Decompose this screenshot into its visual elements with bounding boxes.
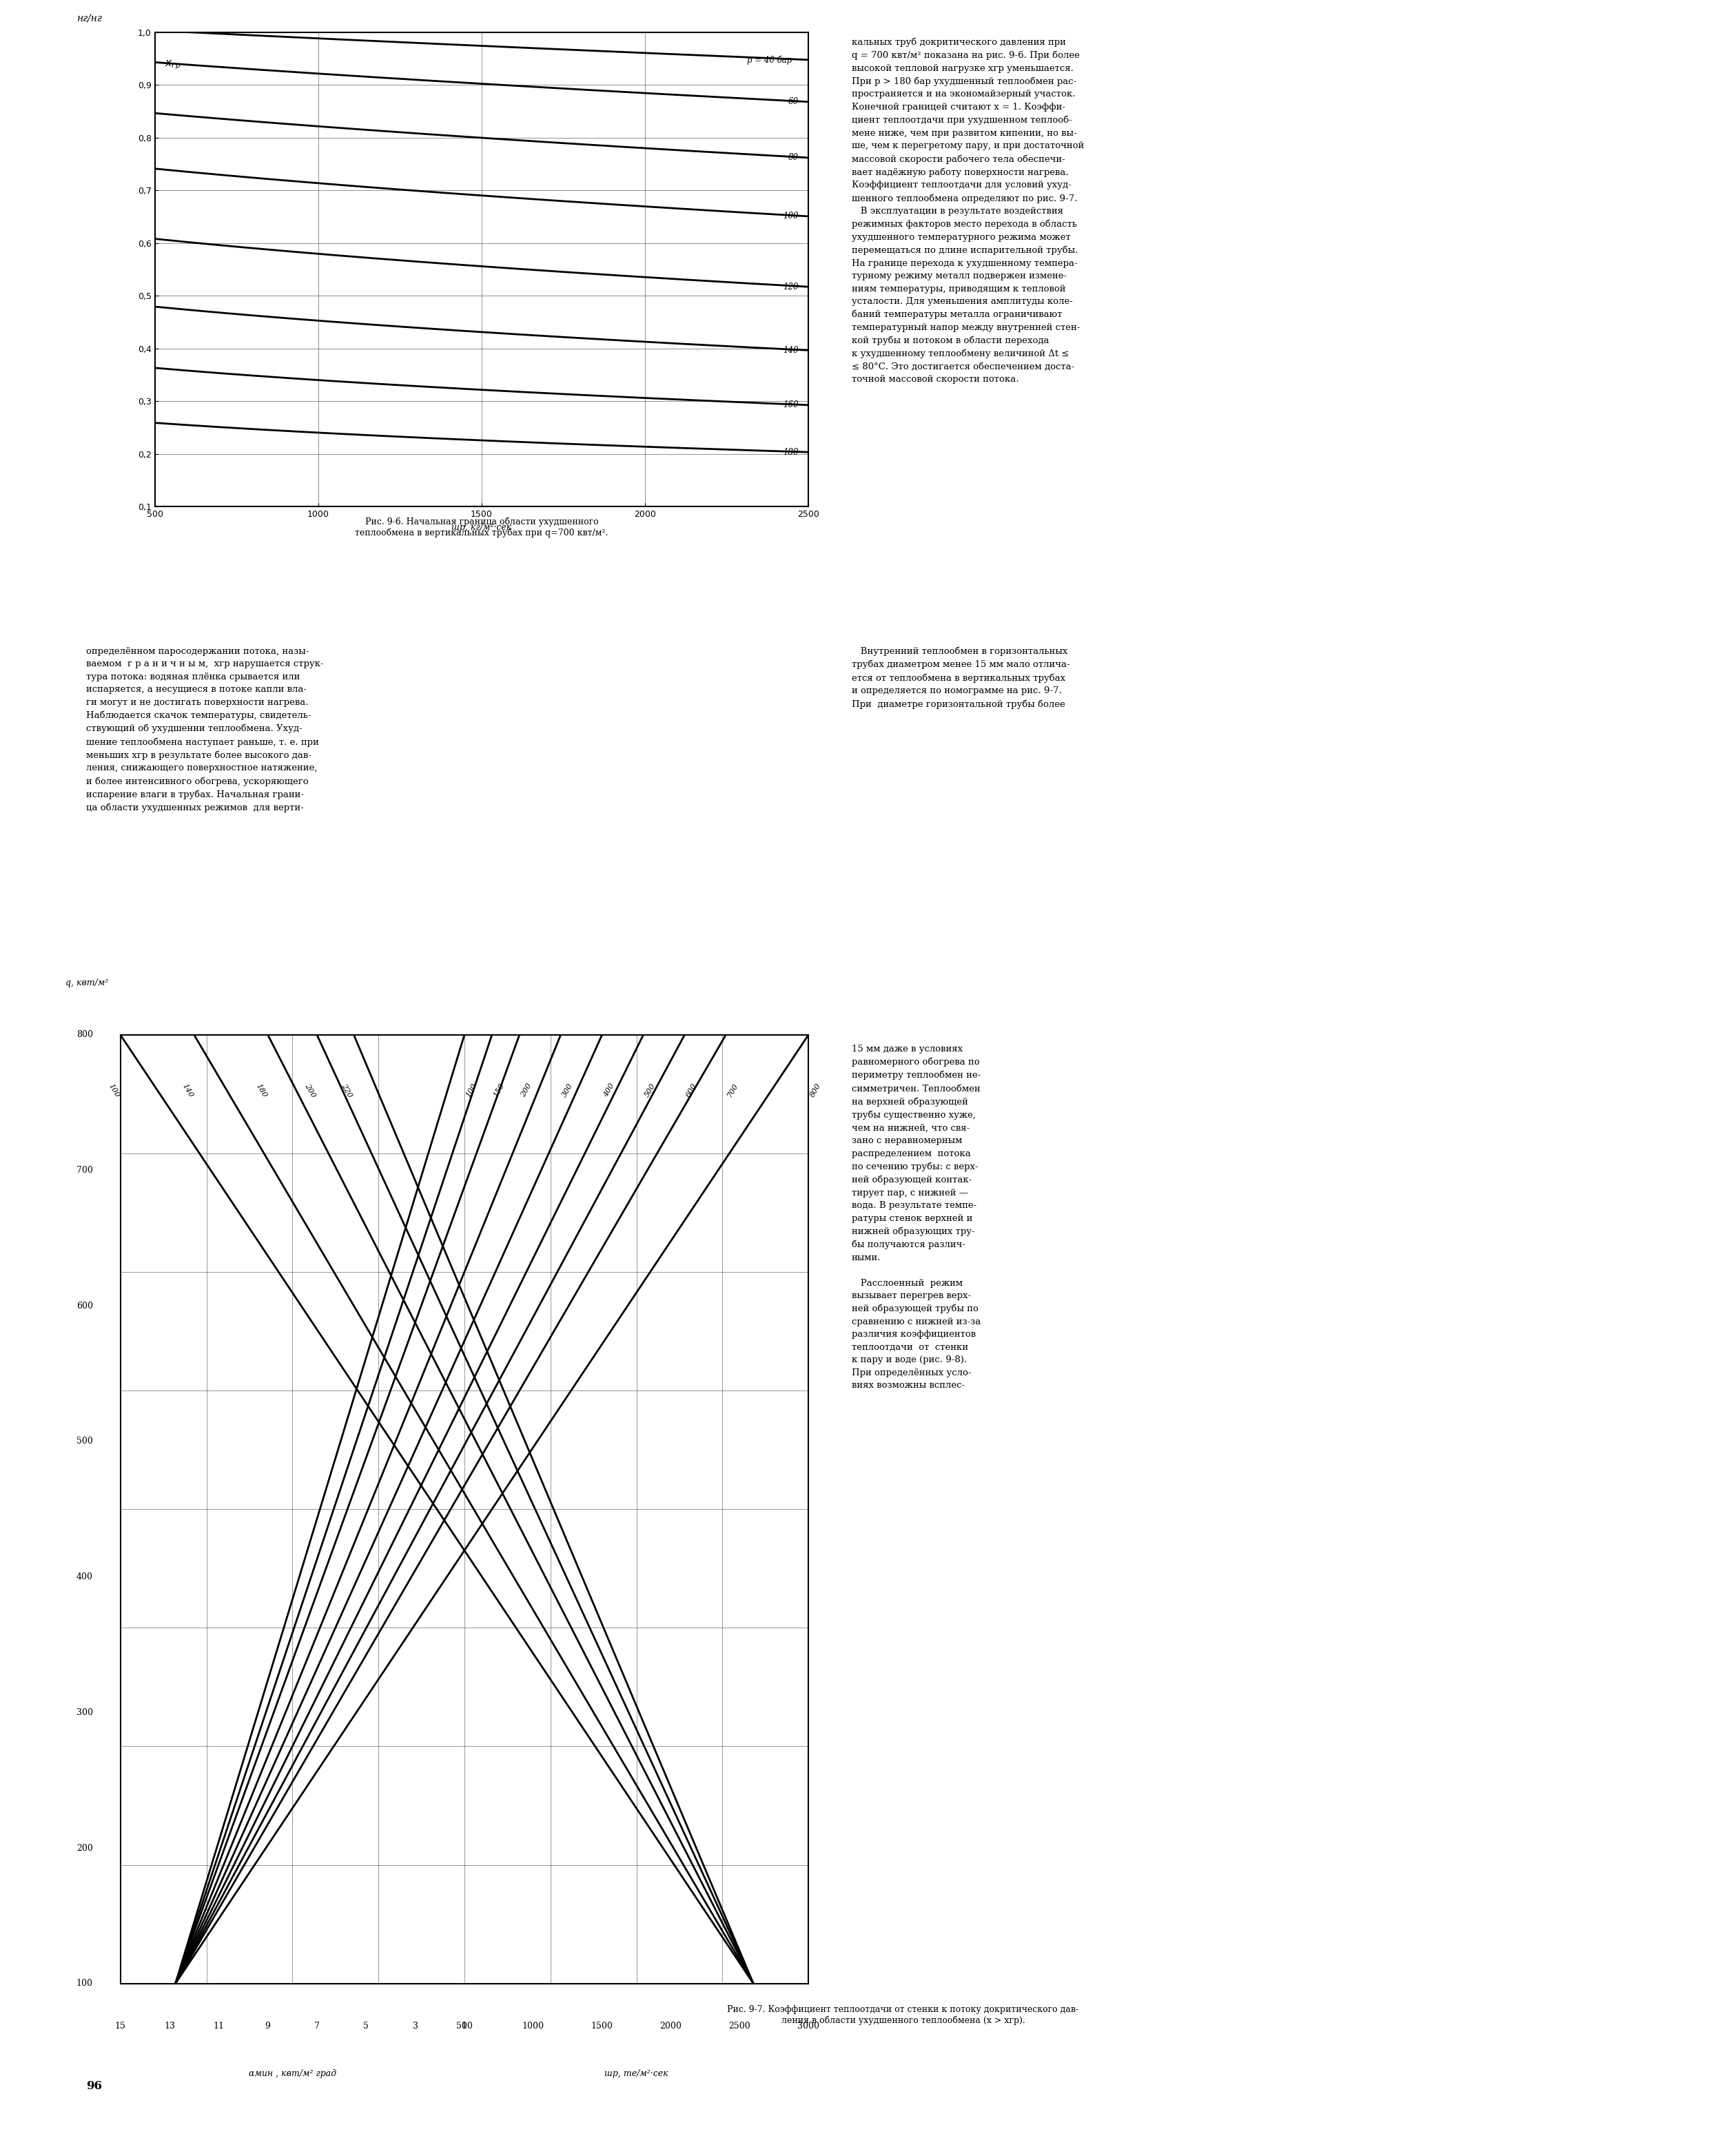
Text: 120: 120 bbox=[783, 282, 798, 291]
Text: шр, тe/м²·сек: шр, тe/м²·сек bbox=[604, 2070, 669, 2078]
Text: 100: 100 bbox=[464, 1082, 478, 1100]
Text: 800: 800 bbox=[808, 1082, 822, 1100]
Text: 400: 400 bbox=[602, 1082, 616, 1100]
Text: 180: 180 bbox=[783, 448, 798, 457]
Text: 500: 500 bbox=[76, 1436, 93, 1447]
Text: 96: 96 bbox=[86, 2081, 101, 2091]
Text: 1: 1 bbox=[461, 2022, 468, 2031]
Text: 700: 700 bbox=[726, 1082, 740, 1100]
Text: 400: 400 bbox=[76, 1572, 93, 1583]
Text: 1500: 1500 bbox=[592, 2022, 612, 2031]
Text: 150: 150 bbox=[492, 1082, 506, 1100]
Text: 3: 3 bbox=[413, 2022, 418, 2031]
Text: 200: 200 bbox=[303, 1082, 316, 1100]
Text: 180: 180 bbox=[255, 1082, 268, 1100]
Text: 300: 300 bbox=[76, 1708, 93, 1716]
Text: Рис. 9-6. Начальная граница области ухудшенного
теплообмена в вертикальных труба: Рис. 9-6. Начальная граница области ухуд… bbox=[354, 517, 609, 537]
Text: нг/нг: нг/нг bbox=[76, 13, 101, 24]
Text: 80: 80 bbox=[788, 153, 798, 162]
Text: 600: 600 bbox=[76, 1302, 93, 1311]
Text: 15: 15 bbox=[115, 2022, 126, 2031]
Text: 200: 200 bbox=[76, 1843, 93, 1852]
Text: Внутренний теплообмен в горизонтальных
трубах диаметром менее 15 мм мало отлича-: Внутренний теплообмен в горизонтальных т… bbox=[851, 647, 1070, 709]
Text: 7: 7 bbox=[315, 2022, 320, 2031]
Text: 2000: 2000 bbox=[660, 2022, 681, 2031]
Text: 100: 100 bbox=[76, 1979, 93, 1988]
Text: 140: 140 bbox=[181, 1082, 194, 1100]
Text: 2500: 2500 bbox=[729, 2022, 750, 2031]
Text: 1000: 1000 bbox=[523, 2022, 544, 2031]
Text: 100: 100 bbox=[107, 1082, 120, 1100]
Text: 220: 220 bbox=[341, 1082, 354, 1100]
Text: 15 мм даже в условиях
равномерного обогрева по
периметру теплообмен не-
симметри: 15 мм даже в условиях равномерного обогр… bbox=[851, 1044, 980, 1391]
Text: 9: 9 bbox=[265, 2022, 270, 2031]
Text: 300: 300 bbox=[561, 1082, 574, 1100]
Text: 500: 500 bbox=[456, 2022, 473, 2031]
Text: 200: 200 bbox=[519, 1082, 533, 1100]
Text: 140: 140 bbox=[783, 345, 798, 356]
Text: 5: 5 bbox=[363, 2022, 368, 2031]
Text: 800: 800 bbox=[76, 1031, 93, 1039]
Text: 160: 160 bbox=[783, 401, 798, 410]
Text: 700: 700 bbox=[76, 1166, 93, 1175]
Text: q, квт/м²: q, квт/м² bbox=[65, 979, 108, 987]
Text: 600: 600 bbox=[685, 1082, 698, 1100]
Text: 11: 11 bbox=[213, 2022, 224, 2031]
Text: 13: 13 bbox=[163, 2022, 175, 2031]
Text: 3000: 3000 bbox=[798, 2022, 819, 2031]
Text: 500: 500 bbox=[643, 1082, 657, 1100]
Text: определённом паросодержании потока, назы-
ваемом  г р а н и ч н ы м,  xгр наруша: определённом паросодержании потока, назы… bbox=[86, 647, 323, 813]
Text: p = 40 бар: p = 40 бар bbox=[746, 56, 791, 65]
Text: Рис. 9-7. Коэффициент теплоотдачи от стенки к потоку докритического дав-
ления в: Рис. 9-7. Коэффициент теплоотдачи от сте… bbox=[728, 2005, 1078, 2024]
Text: αмин , квт/м² град: αмин , квт/м² град bbox=[249, 2070, 335, 2078]
Text: кальных труб докритического давления при
q = 700 квт/м² показана на рис. 9-6. Пр: кальных труб докритического давления при… bbox=[851, 37, 1084, 384]
Text: $x_{гр}$: $x_{гр}$ bbox=[165, 58, 181, 71]
Text: 60: 60 bbox=[788, 97, 798, 106]
X-axis label: шр, кг/м²·сек: шр, кг/м²·сек bbox=[452, 522, 511, 533]
Text: 100: 100 bbox=[783, 211, 798, 220]
